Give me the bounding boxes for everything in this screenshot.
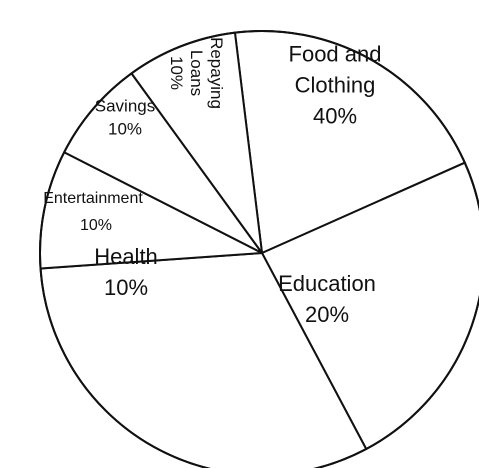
slice-label-health: Health 10% <box>94 244 158 300</box>
slice-label-education: Education 20% <box>278 271 376 327</box>
slice-name-text: Clothing <box>295 73 376 98</box>
slice-value-text: 40% <box>313 104 357 129</box>
slice-name-text: Health <box>94 244 158 269</box>
slice-value-text: 10% <box>108 119 142 138</box>
slice-name-text: Entertainment <box>43 190 143 207</box>
slice-label-entertainment: Entertainment 10% <box>43 190 143 234</box>
slice-value-text: 10% <box>80 217 112 234</box>
label-layer: Food and Clothing 40% Education 20% Health 10%… <box>43 37 381 327</box>
slice-name-text: Repaying <box>207 37 226 109</box>
slice-name-text: Savings <box>95 96 155 115</box>
slice-label-savings: Savings 10% <box>95 96 155 138</box>
pie-outline <box>39 30 479 468</box>
slice-label-food-and-clothing: Food and Clothing 40% <box>289 42 382 129</box>
slice-name-text: Loans <box>187 50 206 96</box>
slice-value-text: 10% <box>104 275 148 300</box>
slice-name-text: Food and <box>289 42 382 67</box>
slice-name-text: Education <box>278 271 376 296</box>
slice-layer <box>39 30 479 468</box>
slice-value-text: 20% <box>305 302 349 327</box>
slice-value-text: 10% <box>167 56 186 90</box>
